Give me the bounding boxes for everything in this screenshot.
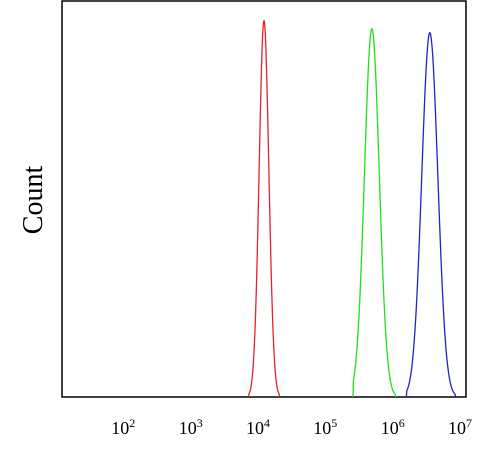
x-tick-base: 10 [381,418,399,438]
x-tick-label: 106 [381,416,405,438]
y-axis-title: Count [18,166,49,235]
plot-frame [61,0,467,398]
x-tick-exponent: 6 [399,416,405,430]
x-tick-label: 105 [313,416,337,438]
x-tick-label: 103 [179,416,203,438]
x-tick-label: 104 [246,416,270,438]
x-tick-exponent: 4 [264,416,270,430]
series-peak-2 [352,27,397,398]
series-layer [247,19,457,398]
x-tick-exponent: 3 [197,416,203,430]
x-tick-label: 107 [448,416,472,438]
x-tick-labels: 102 103 104 105 106 107 [111,416,472,438]
x-tick-base: 10 [111,418,129,438]
x-tick-exponent: 7 [466,416,472,430]
x-tick-base: 10 [448,418,466,438]
x-tick-base: 10 [246,418,264,438]
x-tick-label: 102 [111,416,135,438]
x-tick-exponent: 2 [129,416,135,430]
x-tick-base: 10 [179,418,197,438]
series-peak-1 [247,19,281,398]
x-tick-exponent: 5 [331,416,337,430]
x-tick-base: 10 [313,418,331,438]
series-peak-3 [405,31,457,398]
